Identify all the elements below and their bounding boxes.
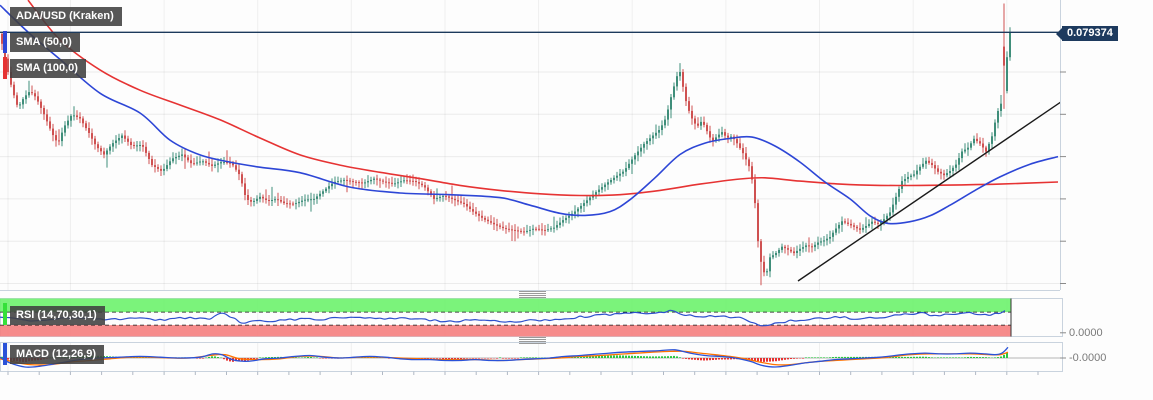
sma100-badge[interactable]: SMA (100,0) (10, 59, 86, 78)
sma100-swatch-icon (3, 57, 7, 79)
price-axis[interactable]: 0.07000.06000.05000.04000.03000.0200 (1060, 0, 1153, 372)
macd-swatch-icon (3, 343, 7, 365)
symbol-badge[interactable]: ADA/USD (Kraken) (10, 7, 122, 26)
rsi-axis-value: 0.0000 (1069, 327, 1103, 339)
rsi-swatch-icon (3, 303, 7, 325)
macd-badge[interactable]: MACD (12,26,9) (10, 345, 105, 364)
rsi-badge[interactable]: RSI (14,70,30,1) (10, 306, 105, 325)
panel-resize-handle-rsi[interactable] (519, 291, 546, 298)
sma50-badge[interactable]: SMA (50,0) (10, 33, 80, 52)
panel-resize-handle-macd[interactable] (519, 337, 546, 344)
current-price-badge: 0.079374 (1056, 26, 1118, 41)
sma50-swatch-icon (3, 31, 7, 53)
macd-axis-value: -0.0000 (1069, 352, 1107, 364)
time-axis[interactable]: Jul18Aug1223Sep1223Oct1121Nov1223Dec1121… (0, 372, 1060, 400)
